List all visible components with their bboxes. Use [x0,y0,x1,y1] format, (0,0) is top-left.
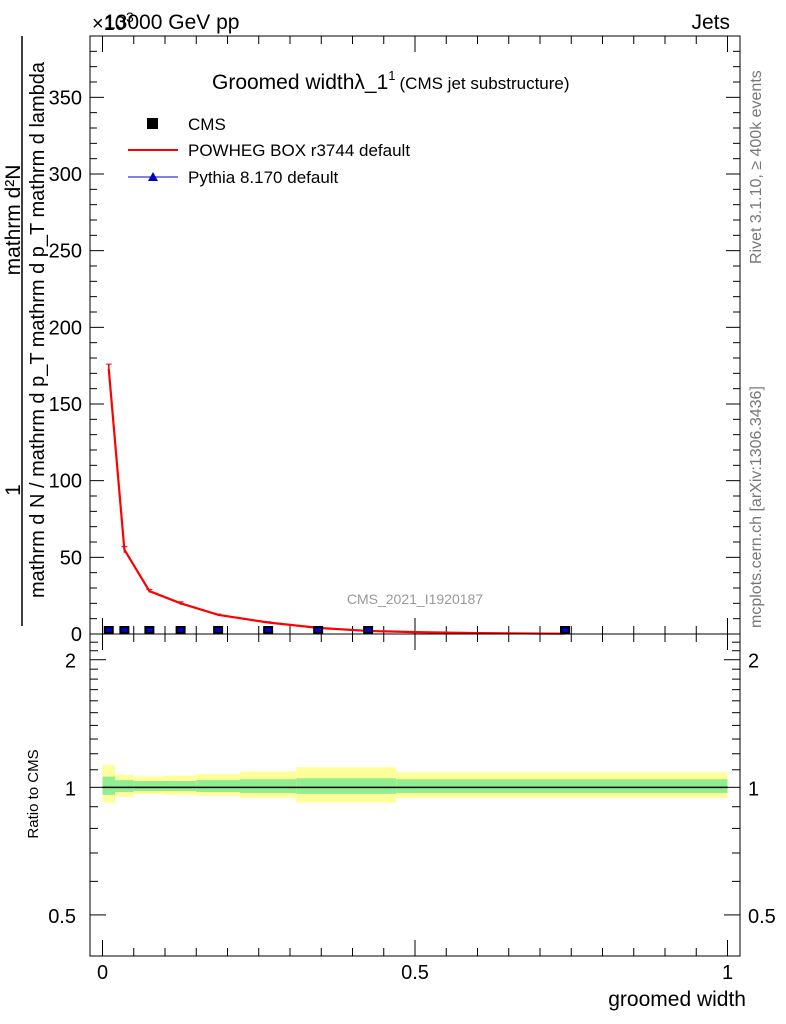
main-data [103,363,570,635]
y-tick-label: 0 [71,624,82,646]
pythia-point [315,628,322,632]
ratio-y-label: Ratio to CMS [25,749,42,838]
powheg-line [107,368,566,635]
main-y-ticks: 0 50 100 150 200 250 300 350 [49,50,740,646]
x-tick-label: 1 [722,962,733,984]
y-tick-label: 300 [49,164,82,186]
pythia-point [146,628,153,632]
pythia-point [365,628,372,632]
x-axis-label: groomed width [608,988,746,1011]
ratio-band-inner [196,780,240,792]
ratio-y-ticks: 0.5 0.5 1 1 2 2 [48,641,776,928]
ylabel-prefix: 1 [2,484,25,496]
legend-pythia-label: Pythia 8.170 default [188,168,339,187]
ratio-band-inner [133,780,165,792]
pythia-point [215,628,222,632]
y-tick-label: 200 [49,317,82,339]
energy-label: 13000 GeV pp [104,11,239,34]
ratio-x-ticks: 0 0.5 1 [97,634,733,984]
pythia-point [265,628,272,632]
legend-cms-label: CMS [188,115,226,134]
legend: CMS POWHEG BOX r3744 default Pythia 8.17… [128,115,410,187]
ratio-band-inner [102,776,115,795]
pythia-point [121,628,128,632]
ratio-band-inner [165,780,197,792]
ratio-band-inner [296,778,397,794]
process-label: Jets [691,11,730,34]
chart-title: Groomed widthλ_11 (CMS jet substructure) [212,68,570,94]
pythia-point [562,628,568,632]
main-panel: 0 50 100 150 200 250 300 350 Groomed widthλ_11(… [2,35,741,646]
mcplots-label: mcplots.cern.ch [arXiv:1306.3436] [748,386,765,628]
pythia-point [105,628,112,632]
legend-powheg-label: POWHEG BOX r3744 default [188,141,410,160]
ratio-y-tick-label-right: 0.5 [748,906,776,928]
ylabel-denominator: mathrm d N / mathrm d p_T mathrm d p_T m… [27,61,49,598]
ratio-panel: 0.5 0.51 12 2 0 0.5 1 Ratio to CMS groomed wi… [25,633,776,1011]
ratio-band-inner [396,779,728,793]
y-tick-label: 350 [49,87,82,109]
ratio-y-tick-label: 2 [65,651,76,673]
ratio-band-inner [240,779,297,793]
rivet-label: Rivet 3.1.10, ≥ 400k events [748,70,765,264]
watermark: CMS_2021_I1920187 [347,591,483,607]
y-tick-label: 250 [49,241,82,263]
ylabel-numerator: mathrm d²N [2,165,25,276]
pythia-point [177,628,184,632]
main-y-axis-label: mathrm d²N 1 mathrm d N / mathrm d p_T m… [2,36,49,626]
y-tick-label: 150 [49,394,82,416]
x-tick-label: 0.5 [401,962,429,984]
ratio-y-tick-label: 0.5 [48,906,76,928]
y-tick-label: 100 [49,471,82,493]
ratio-y-tick-label: 1 [65,778,76,800]
legend-pythia-marker [148,172,158,181]
ratio-y-tick-label-right: 1 [748,778,759,800]
ratio-band-inner [115,780,134,792]
y-tick-label: 50 [60,547,82,569]
exponent-label: ×103 [92,9,134,35]
x-tick-label: 0 [97,962,108,984]
legend-cms-marker [147,118,158,129]
ratio-bands [102,764,728,803]
ratio-y-tick-label-right: 2 [748,651,759,673]
